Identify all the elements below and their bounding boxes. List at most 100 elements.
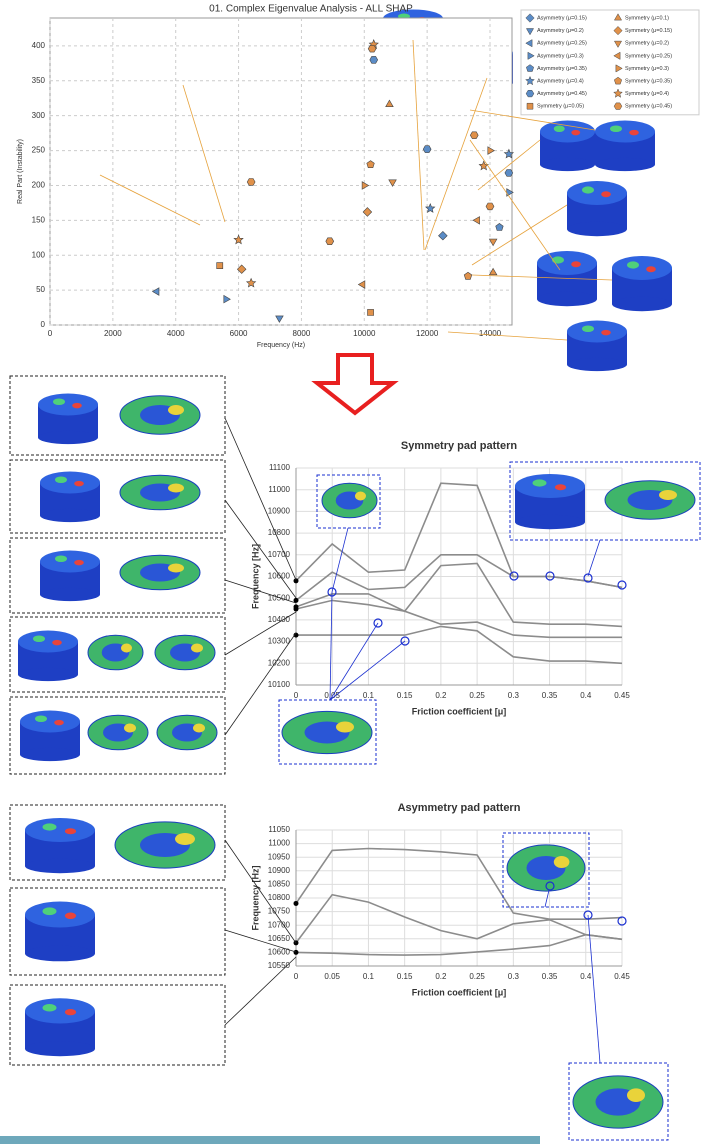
y-tick-label: 150 xyxy=(32,215,46,224)
data-point xyxy=(247,179,255,186)
y-tick-label: 300 xyxy=(32,111,46,120)
y-tick-label: 11000 xyxy=(268,839,290,848)
x-tick-label: 6000 xyxy=(230,329,248,338)
legend-marker xyxy=(526,90,534,97)
fe-image xyxy=(25,946,95,962)
legend-marker xyxy=(527,103,533,109)
x-tick-label: 12000 xyxy=(416,329,439,338)
series-line xyxy=(296,626,622,663)
fe-image xyxy=(38,394,98,416)
fe-image xyxy=(35,715,47,722)
fe-image xyxy=(43,1004,57,1012)
x-tick-label: 0 xyxy=(48,329,53,338)
legend-label: Symmetry (μ=0.15) xyxy=(625,28,672,34)
fe-image xyxy=(582,186,594,193)
fe-image xyxy=(54,720,64,726)
fe-image xyxy=(567,321,627,343)
data-point xyxy=(370,56,378,63)
callout-line xyxy=(588,540,600,576)
legend-label: Symmetry (μ=0.4) xyxy=(625,91,669,97)
chart-title: Symmetry pad pattern xyxy=(401,440,517,452)
fe-image xyxy=(65,913,76,920)
x-tick-label: 0.25 xyxy=(469,691,485,700)
y-tick-label: 10100 xyxy=(268,680,291,689)
x-tick-label: 0.15 xyxy=(397,691,413,700)
fe-image xyxy=(567,358,627,371)
fe-image xyxy=(38,431,98,444)
figure: 0200040006000800010000120001400005010015… xyxy=(0,0,707,1144)
legend-label: Asymmetry (μ=0.45) xyxy=(537,91,587,97)
x-tick-label: 0.2 xyxy=(435,691,447,700)
fe-image xyxy=(121,644,132,653)
data-point xyxy=(368,309,374,315)
data-point xyxy=(486,203,494,210)
x-tick-label: 0.45 xyxy=(614,691,630,700)
x-tick-label: 0.45 xyxy=(614,972,630,981)
callout-line xyxy=(330,592,332,700)
fe-image xyxy=(124,724,136,733)
fe-image xyxy=(25,818,95,842)
y-axis-label: Real Part (Instability) xyxy=(17,139,24,204)
y-tick-label: 11000 xyxy=(268,485,290,494)
plot-area xyxy=(50,18,512,325)
fe-image xyxy=(646,266,656,272)
y-tick-label: 10200 xyxy=(268,658,291,667)
fe-image xyxy=(40,551,100,573)
y-tick-label: 11100 xyxy=(269,463,291,472)
fe-image xyxy=(74,560,84,566)
fe-image xyxy=(40,509,100,522)
y-tick-label: 250 xyxy=(32,146,46,155)
legend-label: Asymmetry (μ=0.4) xyxy=(537,78,584,84)
fe-image xyxy=(601,330,611,336)
y-axis-label: Frequency [Hz] xyxy=(250,544,260,609)
fe-image xyxy=(18,631,78,653)
legend-label: Symmetry (μ=0.2) xyxy=(625,41,669,47)
fe-image xyxy=(571,130,580,136)
fe-image xyxy=(74,481,84,487)
fe-image xyxy=(567,222,627,236)
legend-label: Symmetry (μ=0.25) xyxy=(625,53,672,59)
fe-image xyxy=(540,158,595,171)
fe-image xyxy=(168,405,184,415)
data-point xyxy=(505,170,513,177)
fe-image xyxy=(20,748,80,761)
fe-image xyxy=(540,121,595,143)
legend-label: Symmetry (μ=0.3) xyxy=(625,66,669,72)
fe-image xyxy=(612,256,672,280)
legend-label: Asymmetry (μ=0.3) xyxy=(537,53,584,59)
fe-image xyxy=(52,640,62,646)
fe-image xyxy=(25,859,95,873)
chart-title: 01. Complex Eigenvalue Analysis - ALL SH… xyxy=(209,4,413,15)
series-line xyxy=(296,600,622,637)
y-tick-label: 200 xyxy=(32,181,46,190)
y-tick-label: 100 xyxy=(32,250,46,259)
data-point xyxy=(217,263,223,269)
x-tick-label: 0.4 xyxy=(580,691,592,700)
x-axis-label: Frequency (Hz) xyxy=(257,342,305,349)
fe-image xyxy=(53,398,65,405)
fe-image xyxy=(175,833,195,845)
y-tick-label: 10800 xyxy=(268,893,291,902)
fe-image xyxy=(55,555,67,562)
legend-label: Symmetry (μ=0.35) xyxy=(625,78,672,84)
fe-image xyxy=(659,490,677,500)
fe-image xyxy=(336,722,354,733)
fe-image xyxy=(20,711,80,733)
y-tick-label: 10700 xyxy=(268,920,291,929)
start-dot xyxy=(294,607,299,612)
fe-image xyxy=(25,902,95,928)
y-tick-label: 10300 xyxy=(268,637,291,646)
fe-image xyxy=(627,1088,645,1102)
x-tick-label: 0.4 xyxy=(580,972,592,981)
legend-label: Symmetry (μ=0.05) xyxy=(537,104,584,110)
fe-image xyxy=(582,325,594,332)
fe-image xyxy=(595,158,655,171)
fe-image xyxy=(552,256,564,263)
x-tick-label: 8000 xyxy=(293,329,311,338)
y-tick-label: 11050 xyxy=(268,825,290,834)
callout-line xyxy=(225,418,296,580)
y-tick-label: 350 xyxy=(32,76,46,85)
data-point xyxy=(423,146,431,153)
data-point xyxy=(326,238,334,245)
x-axis-label: Friction coefficient [μ] xyxy=(412,987,507,997)
